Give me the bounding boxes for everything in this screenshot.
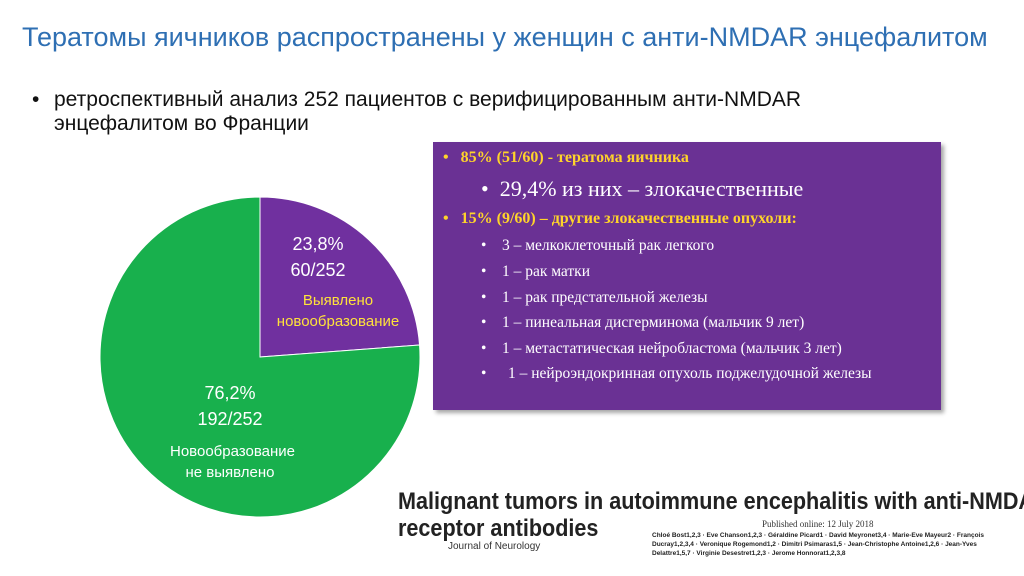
list-item: • 3 – мелкоклеточный рак легкого xyxy=(481,237,714,255)
journal-name: Journal of Neurology xyxy=(448,541,541,552)
finding-other-tumors: • 15% (9/60) – другие злокачественные оп… xyxy=(443,210,797,228)
intro-bullet: • ретроспективный анализ 252 пациентов с… xyxy=(32,88,912,136)
finding-teratoma: • 85% (51/60) - тератома яичника xyxy=(443,149,689,167)
list-item: • 1 – пинеальная дисгерминома (мальчик 9… xyxy=(481,314,804,332)
list-item-text: 1 – рак предстательной железы xyxy=(501,289,708,306)
intro-bullet-text: ретроспективный анализ 252 пациентов с в… xyxy=(54,88,802,135)
pie-slice-2 xyxy=(99,196,421,518)
slice-2-label-text: Новообразование не выявлено xyxy=(170,443,295,481)
bullet-dot: • xyxy=(481,365,487,382)
slice-2-percent: 76,2% xyxy=(204,383,256,403)
list-item-text: 1 – пинеальная дисгерминома (мальчик 9 л… xyxy=(501,314,805,331)
bullet-dot: • xyxy=(481,289,502,306)
findings-box: • 85% (51/60) - тератома яичника • 29,4%… xyxy=(433,142,941,410)
slice-1-label: Выявлено новообразование xyxy=(262,290,414,332)
bullet-dot: • xyxy=(481,340,502,357)
slice-2-label: Новообразование не выявлено xyxy=(170,441,295,483)
bullet-dot: • xyxy=(443,149,461,166)
list-item-text: 1 – рак матки xyxy=(501,263,591,280)
bullet-dot: • xyxy=(481,263,502,280)
slide-title: Тератомы яичников распространены у женщи… xyxy=(22,22,988,52)
slice-1-label-text: Выявлено новообразование xyxy=(276,292,400,330)
published-date: Published online: 12 July 2018 xyxy=(762,519,874,529)
list-item: • 1 – метастатическая нейробластома (мал… xyxy=(481,340,842,358)
finding-malignant-share: • 29,4% из них – злокачественные xyxy=(481,176,803,202)
list-item: • 1 – нейроэндокринная опухоль поджелудо… xyxy=(481,365,911,382)
bullet-dot: • xyxy=(32,88,40,111)
reference-title: Malignant tumors in autoimmune encephali… xyxy=(398,488,1024,542)
reference-title-line2: receptor antibodies xyxy=(398,515,599,542)
list-item-text: 1 – нейроэндокринная опухоль поджелудочн… xyxy=(508,365,872,382)
bullet-dot: • xyxy=(481,314,502,331)
slice-2-count: 192/252 xyxy=(197,409,263,429)
bullet-dot: • xyxy=(443,210,461,227)
reference-title-line1: Malignant tumors in autoimmune encephali… xyxy=(398,488,1024,515)
list-item-text: 3 – мелкоклеточный рак легкого xyxy=(501,237,715,254)
slice-1-percent: 23,8% xyxy=(292,234,344,254)
authors-list: Chloé Bost1,2,3 · Eve Chanson1,2,3 · Gér… xyxy=(652,532,984,557)
list-item-text: 1 – метастатическая нейробластома (мальч… xyxy=(501,340,842,357)
finding-other-tumors-text: 15% (9/60) – другие злокачественные опух… xyxy=(460,210,797,227)
pie-slice-1 xyxy=(259,196,421,358)
slice-1-count: 60/252 xyxy=(290,260,346,280)
list-item: • 1 – рак предстательной железы xyxy=(481,289,708,307)
list-item: • 1 – рак матки xyxy=(481,263,590,281)
finding-teratoma-text: 85% (51/60) - тератома яичника xyxy=(460,149,689,166)
finding-malignant-share-text: 29,4% из них – злокачественные xyxy=(499,176,804,201)
bullet-dot: • xyxy=(481,237,502,254)
bullet-dot: • xyxy=(481,176,500,201)
